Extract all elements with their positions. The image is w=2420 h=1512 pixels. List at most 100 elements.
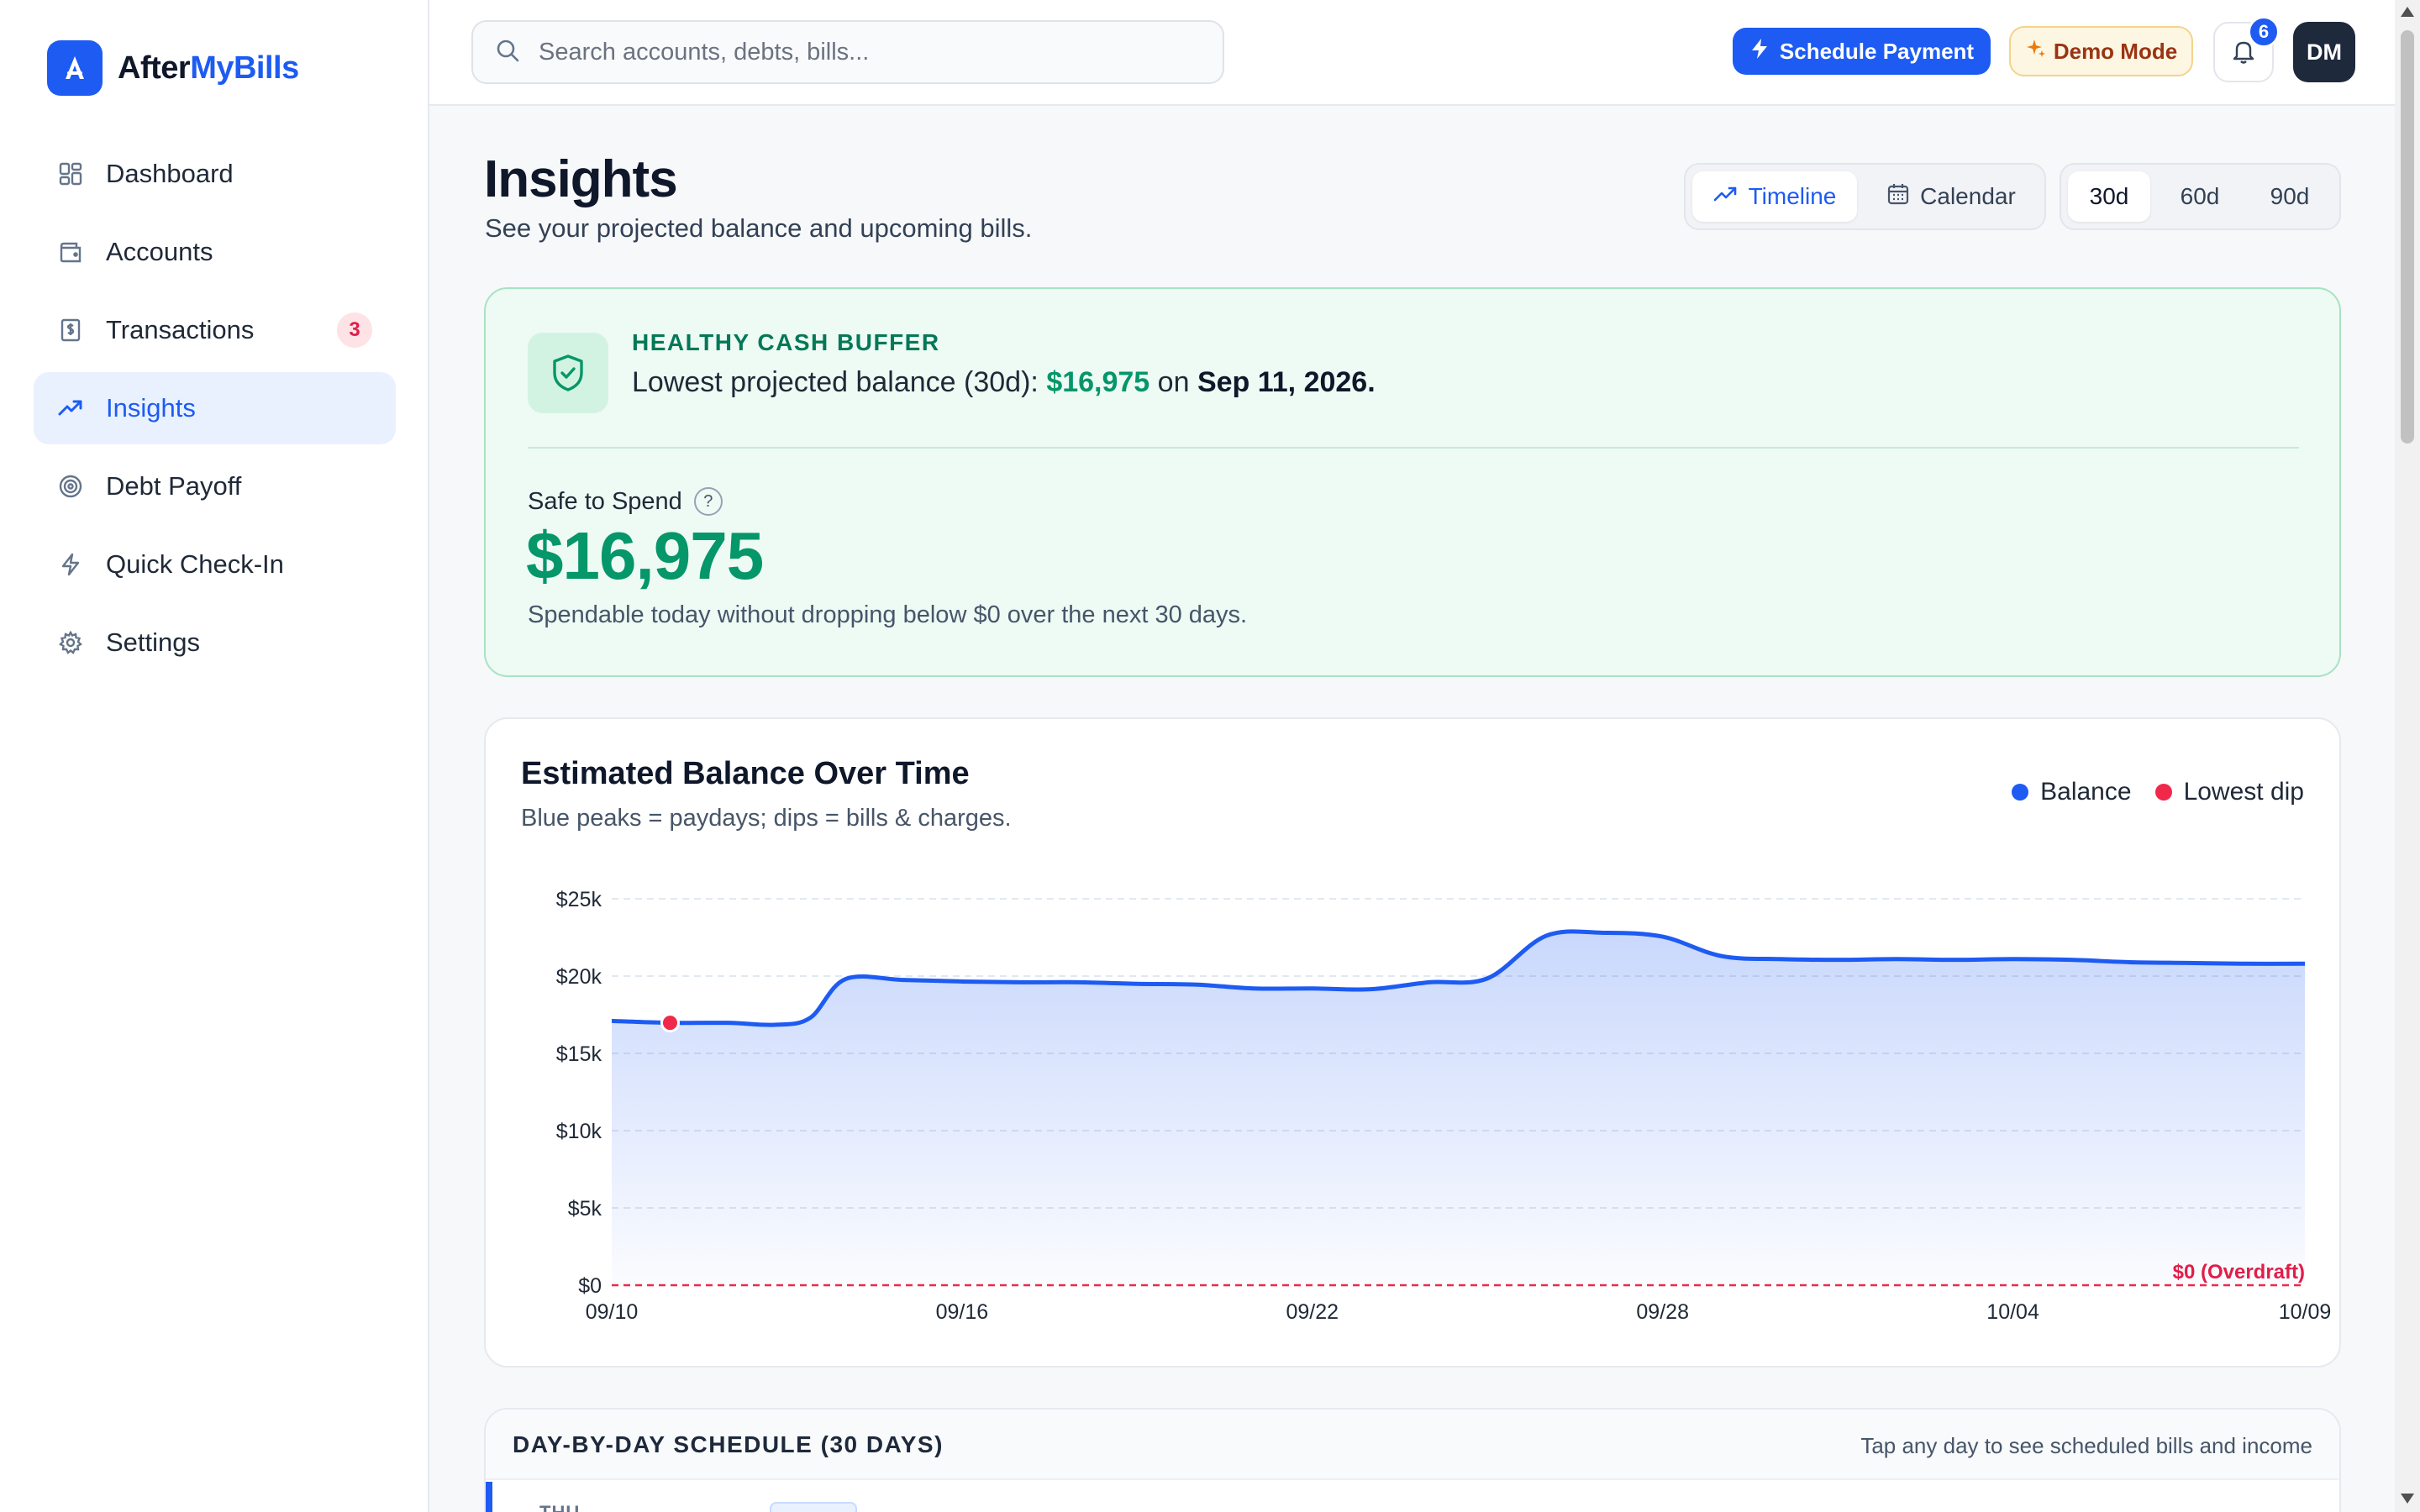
tab-timeline[interactable]: Timeline	[1692, 171, 1857, 222]
demo-mode-label: Demo Mode	[2053, 38, 2178, 64]
sidebar: AfterMyBills Dashboard Accounts	[0, 0, 429, 1512]
range-90d[interactable]: 90d	[2270, 183, 2310, 209]
sidebar-item-quick-check-in[interactable]: Quick Check-In	[34, 528, 396, 601]
schedule-hint: Tap any day to see scheduled bills and i…	[1860, 1433, 2312, 1458]
sidebar-item-label: Accounts	[106, 237, 213, 266]
divider	[528, 447, 2299, 449]
sidebar-item-label: Quick Check-In	[106, 549, 284, 579]
y-tick-label: $0	[578, 1274, 602, 1298]
receipt-icon	[57, 317, 84, 344]
gear-icon	[57, 629, 84, 656]
chart-subtitle: Blue peaks = paydays; dips = bills & cha…	[521, 805, 1012, 832]
legend-item-lowest-dip: Lowest dip	[2154, 778, 2304, 806]
help-icon[interactable]: ?	[693, 487, 723, 516]
lowest-dip-marker	[660, 1013, 680, 1033]
y-tick-label: $25k	[556, 888, 602, 911]
x-tick-label: 09/28	[1636, 1300, 1689, 1324]
bolt-icon	[1749, 38, 1770, 66]
range-toggle: 30d 60d 90d	[2060, 163, 2341, 230]
sidebar-item-debt-payoff[interactable]: Debt Payoff	[34, 450, 396, 522]
view-toggle: Timeline Calendar	[1684, 163, 2046, 230]
legend-dot	[2012, 784, 2029, 801]
tab-calendar-label: Calendar	[1920, 183, 2016, 209]
schedule-row-accent	[486, 1482, 492, 1512]
balance-line	[611, 929, 2306, 1027]
x-tick-label: 09/16	[936, 1300, 989, 1324]
wallet-icon	[57, 239, 84, 265]
safe-to-spend-label: Safe to Spend ?	[528, 487, 723, 516]
bell-icon	[2231, 38, 2256, 67]
legend-item-balance: Balance	[2012, 778, 2132, 806]
grid-icon	[57, 160, 84, 187]
tab-timeline-label: Timeline	[1748, 183, 1837, 209]
sidebar-item-transactions[interactable]: Transactions 3	[34, 294, 396, 366]
y-tick-label: $5k	[568, 1197, 602, 1221]
x-tick-label: 10/09	[2279, 1300, 2332, 1324]
target-icon	[57, 473, 84, 500]
sidebar-nav: Dashboard Accounts Transactions 3	[34, 138, 396, 685]
schedule-title: DAY-BY-DAY SCHEDULE (30 DAYS)	[513, 1431, 944, 1457]
balance-area	[612, 931, 2305, 1285]
search-box[interactable]	[471, 20, 1224, 84]
sidebar-item-accounts[interactable]: Accounts	[34, 216, 396, 288]
x-tick-label: 10/04	[1986, 1300, 2039, 1324]
schedule-card: DAY-BY-DAY SCHEDULE (30 DAYS) Tap any da…	[484, 1408, 2341, 1512]
chart-legend: Balance Lowest dip	[2012, 778, 2304, 806]
trending-up-icon	[57, 395, 84, 422]
sidebar-item-settings[interactable]: Settings	[34, 606, 396, 679]
cash-buffer-status: HEALTHY CASH BUFFER	[632, 329, 940, 355]
range-30d[interactable]: 30d	[2068, 171, 2150, 222]
x-tick-label: 09/22	[1286, 1300, 1339, 1324]
schedule-payment-label: Schedule Payment	[1779, 38, 1975, 64]
sidebar-item-label: Insights	[106, 393, 196, 423]
x-tick-label: 09/10	[586, 1300, 639, 1324]
tab-calendar[interactable]: Calendar	[1864, 171, 2039, 222]
avatar[interactable]: DM	[2293, 22, 2355, 82]
range-60d[interactable]: 60d	[2180, 183, 2220, 209]
bolt-icon	[57, 551, 84, 578]
cash-buffer-card: HEALTHY CASH BUFFER Lowest projected bal…	[484, 287, 2341, 677]
overdraft-label: $0 (Overdraft)	[2173, 1261, 2305, 1284]
page-title: Insights	[484, 150, 678, 208]
y-tick-label: $15k	[556, 1042, 602, 1066]
chart-title: Estimated Balance Over Time	[521, 756, 970, 791]
balance-chart: $0 $5k $10k $15k $20k $25k 09/10 09/16 09/22 09/2…	[556, 888, 2332, 1324]
scroll-up-arrow-icon[interactable]	[2401, 7, 2414, 17]
y-tick-label: $20k	[556, 965, 602, 989]
y-tick-label: $10k	[556, 1120, 602, 1143]
sidebar-item-dashboard[interactable]: Dashboard	[34, 138, 396, 210]
search-icon	[495, 38, 520, 67]
schedule-day-label[interactable]: THU	[539, 1502, 580, 1512]
transactions-count-badge: 3	[337, 312, 372, 348]
calendar-icon	[1886, 182, 1910, 212]
sparkle-icon	[2025, 38, 2047, 66]
safe-to-spend-description: Spendable today without dropping below $…	[528, 601, 1248, 628]
brand[interactable]: AfterMyBills	[47, 40, 299, 96]
trending-up-icon	[1713, 183, 1739, 210]
search-input[interactable]	[539, 38, 1194, 66]
notifications-count-badge: 6	[2248, 16, 2280, 48]
safe-to-spend-value: $16,975	[526, 518, 764, 593]
scroll-thumb[interactable]	[2401, 30, 2414, 444]
lowest-balance-summary: Lowest projected balance (30d): $16,975 …	[632, 366, 1376, 398]
page-scrollbar[interactable]	[2395, 0, 2420, 1512]
sidebar-item-label: Transactions	[106, 315, 255, 344]
brand-name: AfterMyBills	[118, 50, 299, 86]
balance-chart-card: Estimated Balance Over Time Blue peaks =…	[484, 717, 2341, 1368]
demo-mode-button[interactable]: Demo Mode	[2009, 26, 2193, 76]
schedule-day-pill[interactable]	[770, 1502, 857, 1512]
sidebar-item-label: Debt Payoff	[106, 471, 242, 501]
sidebar-item-label: Settings	[106, 627, 201, 657]
sidebar-item-insights[interactable]: Insights	[34, 372, 396, 444]
topbar: Schedule Payment Demo Mode 6 DM	[429, 0, 2395, 106]
page-subtitle: See your projected balance and upcoming …	[485, 213, 1033, 243]
lowest-balance-date: Sep 11, 2026.	[1197, 366, 1376, 398]
shield-check-icon	[528, 333, 608, 413]
schedule-payment-button[interactable]: Schedule Payment	[1733, 28, 1991, 75]
scroll-down-arrow-icon[interactable]	[2401, 1494, 2414, 1504]
lowest-balance-amount: $16,975	[1046, 366, 1150, 398]
sidebar-item-label: Dashboard	[106, 159, 234, 188]
legend-dot	[2154, 784, 2172, 801]
logo-icon	[47, 40, 103, 96]
schedule-header: DAY-BY-DAY SCHEDULE (30 DAYS) Tap any da…	[486, 1410, 2339, 1480]
